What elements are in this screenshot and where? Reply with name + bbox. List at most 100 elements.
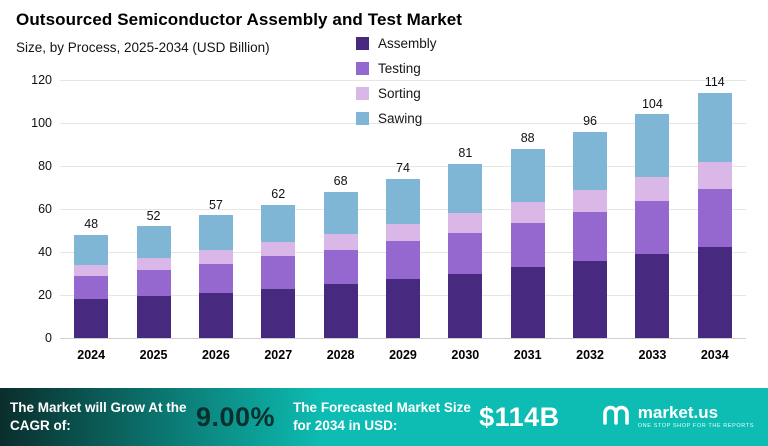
x-axis-label: 2031	[513, 348, 542, 362]
stacked-bar	[74, 234, 109, 338]
bar-segment-sorting	[510, 201, 545, 223]
forecast-label: The Forecasted Market Size for 2034 in U…	[293, 400, 471, 433]
bar-segment-assembly	[385, 278, 420, 338]
stacked-bar	[510, 148, 545, 338]
y-axis-label: 20	[38, 288, 52, 302]
stacked-bar	[323, 191, 358, 338]
bar-segment-testing	[261, 256, 296, 289]
bar-segment-assembly	[74, 299, 109, 338]
stacked-bar	[198, 215, 233, 338]
bar-segment-assembly	[697, 246, 732, 338]
bar-segment-assembly	[323, 284, 358, 338]
stacked-bar	[448, 163, 483, 338]
gridline-100	[60, 122, 746, 124]
legend-item-sawing: Sawing	[356, 111, 437, 126]
x-axis: 2024 2025 2026 2027 2028 2029 2030 2031 2032 2033…	[60, 339, 746, 362]
legend-item-testing: Testing	[356, 61, 437, 76]
bar-segment-testing	[198, 263, 233, 293]
cagr-value: 9.00%	[196, 401, 276, 432]
x-axis-label: 2032	[576, 348, 604, 362]
bar-columns: 48 52 57 62 68 74 81 88 96 104 114	[60, 76, 746, 338]
bar-column-2025: 52	[122, 81, 184, 338]
legend-item-assembly: Assembly	[356, 36, 437, 51]
bar-segment-sorting	[74, 264, 109, 276]
gridline-120	[60, 79, 746, 81]
legend-swatch	[356, 112, 369, 125]
y-axis-label: 40	[38, 245, 52, 259]
forecast-value: $114B	[479, 401, 560, 432]
bar-total-label: 48	[84, 217, 99, 232]
bar-total-label: 104	[641, 96, 663, 111]
bar-segment-sawing	[74, 234, 109, 265]
bar-total-label: 62	[271, 187, 286, 202]
bar-segment-sorting	[448, 213, 483, 233]
stacked-bar	[573, 131, 608, 338]
bar-segment-sorting	[573, 189, 608, 213]
bar-segment-testing	[385, 241, 420, 279]
legend-swatch	[356, 62, 369, 75]
legend-swatch	[356, 37, 369, 50]
bar-segment-assembly	[635, 254, 670, 338]
bar-segment-sawing	[136, 226, 171, 259]
bar-segment-sorting	[385, 224, 420, 242]
bar-column-2032: 96	[559, 81, 621, 338]
legend-item-sorting: Sorting	[356, 86, 437, 101]
chart-subtitle: Size, by Process, 2025-2034 (USD Billion…	[16, 40, 270, 55]
bar-total-label: 68	[333, 174, 348, 189]
bar-segment-sawing	[198, 215, 233, 250]
bar-total-label: 81	[458, 146, 473, 161]
legend-swatch	[356, 87, 369, 100]
bar-column-2028: 68	[309, 81, 371, 338]
market-us-logo-icon	[601, 400, 631, 435]
bar-segment-assembly	[448, 273, 483, 338]
bar-segment-testing	[697, 188, 732, 247]
brand-tagline: ONE STOP SHOP FOR THE REPORTS	[637, 423, 754, 430]
bar-segment-testing	[136, 270, 171, 297]
bar-segment-testing	[74, 275, 109, 300]
x-axis-label: 2033	[638, 348, 667, 362]
stacked-bar	[385, 178, 420, 338]
legend-label: Sorting	[378, 86, 421, 101]
brand: market.us ONE STOP SHOP FOR THE REPORTS	[601, 400, 754, 435]
bar-segment-sawing	[573, 131, 608, 190]
bar-segment-sawing	[385, 178, 420, 225]
bar-total-label: 57	[208, 197, 223, 212]
bar-segment-sorting	[136, 258, 171, 271]
bar-column-2030: 81	[434, 81, 496, 338]
bar-segment-sorting	[697, 161, 732, 189]
plot-area-wrap: 0 20 40 60 80 100 120 48 52 57 62 68 74 81 88 96 104 114 …	[14, 73, 754, 362]
bar-segment-sawing	[510, 148, 545, 202]
bar-column-2024: 48	[60, 81, 122, 338]
x-axis-label: 2024	[77, 348, 106, 362]
y-axis-label: 120	[31, 73, 52, 87]
bar-total-label: 74	[396, 161, 410, 176]
legend-label: Testing	[378, 61, 421, 76]
bar-column-2026: 57	[185, 81, 247, 338]
brand-name: market.us	[637, 403, 719, 423]
bar-segment-assembly	[198, 292, 233, 338]
bar-column-2034: 114	[684, 76, 746, 338]
x-axis-label: 2027	[264, 348, 293, 362]
x-axis-label: 2029	[389, 348, 417, 362]
bar-segment-testing	[323, 249, 358, 285]
cagr-label: The Market will Grow At the CAGR of:	[10, 400, 187, 433]
bar-segment-assembly	[573, 260, 608, 338]
bar-segment-sawing	[261, 204, 296, 243]
bar-column-2031: 88	[497, 81, 559, 338]
bar-column-2033: 104	[621, 81, 683, 338]
bar-segment-sawing	[448, 163, 483, 214]
bar-segment-sorting	[261, 242, 296, 257]
legend-label: Assembly	[378, 36, 437, 51]
bar-column-2029: 74	[372, 81, 434, 338]
bar-segment-sawing	[635, 114, 670, 177]
bar-segment-sawing	[323, 191, 358, 234]
stacked-bar	[261, 204, 296, 338]
stacked-bar	[697, 92, 732, 338]
chart-card: Outsourced Semiconductor Assembly and Te…	[14, 10, 754, 362]
bar-column-2027: 62	[247, 81, 309, 338]
stacked-bar	[136, 226, 171, 338]
stacked-bar	[635, 114, 670, 338]
page-title: Outsourced Semiconductor Assembly and Te…	[16, 10, 463, 29]
y-axis-label: 0	[45, 331, 52, 345]
